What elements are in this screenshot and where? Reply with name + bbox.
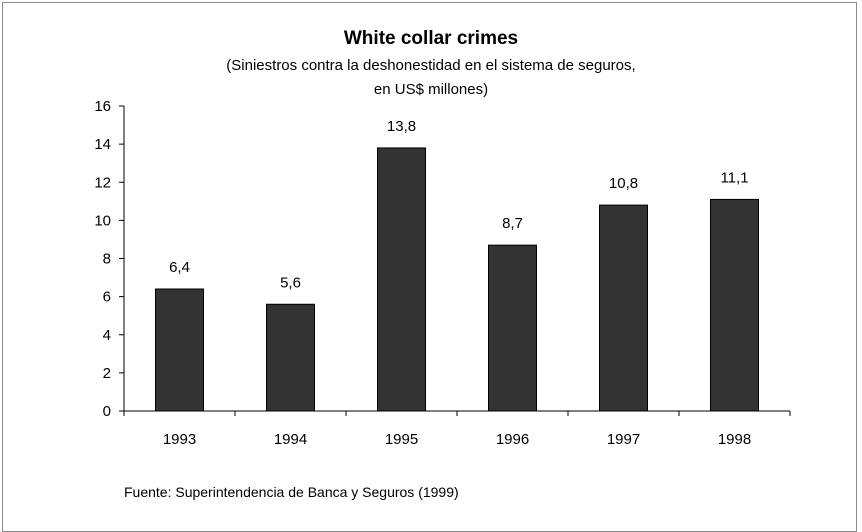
data-label-1997: 10,8 <box>609 175 638 192</box>
source-note: Fuente: Superintendencia de Banca y Segu… <box>124 484 459 500</box>
y-tick-label: 10 <box>94 212 111 229</box>
x-tick-label-1998: 1998 <box>718 431 751 448</box>
y-tick-label: 12 <box>94 174 111 191</box>
y-tick-label: 6 <box>103 289 111 306</box>
bar-1997 <box>599 204 648 412</box>
x-tick-label-1994: 1994 <box>274 431 307 448</box>
data-label-1998: 11,1 <box>720 169 748 186</box>
bar-1996 <box>488 244 537 412</box>
chart-subtitle-line-2: en US$ millones) <box>373 81 489 98</box>
chart-title: White collar crimes <box>343 28 519 49</box>
x-tick-label-1997: 1997 <box>607 431 640 448</box>
bar-1998 <box>710 198 759 412</box>
y-tick-label: 2 <box>103 365 111 382</box>
data-label-1994: 5,6 <box>280 274 301 291</box>
y-tick-label: 8 <box>103 251 111 268</box>
x-tick-label-1995: 1995 <box>385 431 418 448</box>
x-tick-label-1996: 1996 <box>496 431 529 448</box>
y-tick-label: 14 <box>94 136 111 153</box>
y-tick-label: 4 <box>103 327 111 344</box>
y-tick-label: 16 <box>94 98 111 115</box>
data-label-1995: 13,8 <box>387 118 416 135</box>
y-tick-label: 0 <box>103 403 111 420</box>
bar-1994 <box>266 303 315 412</box>
x-tick-label-1993: 1993 <box>163 431 196 448</box>
data-label-1993: 6,4 <box>169 259 190 276</box>
bar-chart: 0 2 4 6 8 10 12 14 16 6,4 1993 5,6 1994 13,8 1995 8,7 19… <box>94 98 791 448</box>
chart-subtitle-line-1: (Siniestros contra la deshonestidad en e… <box>226 57 636 74</box>
data-label-1996: 8,7 <box>502 215 523 232</box>
bar-1993 <box>155 288 204 412</box>
bar-1995 <box>377 147 426 412</box>
